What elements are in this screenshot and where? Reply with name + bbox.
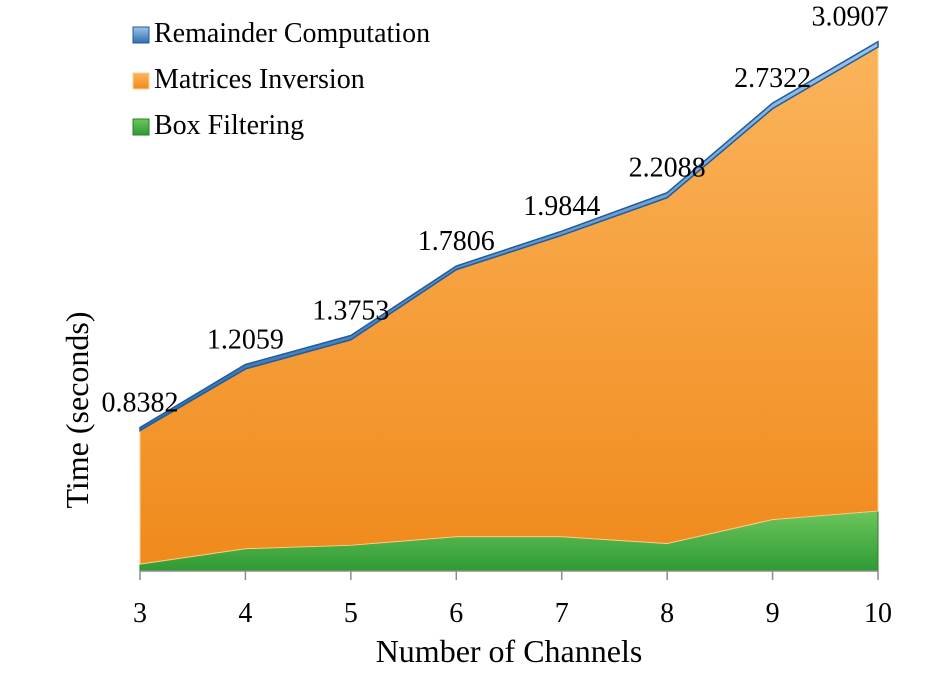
x-axis-title: Number of Channels xyxy=(376,633,643,669)
x-tick-label: 8 xyxy=(660,598,674,629)
legend-label-matrices-inversion: Matrices Inversion xyxy=(154,64,365,95)
series-areas xyxy=(139,40,879,572)
legend-swatch-matrices-inversion xyxy=(132,72,150,90)
legend-swatch-remainder-computation xyxy=(132,26,150,44)
x-tick-label: 9 xyxy=(766,598,780,629)
y-axis-title: Time (seconds) xyxy=(59,311,95,508)
area-remainder-computation xyxy=(139,40,879,432)
x-tick-label: 7 xyxy=(555,598,569,629)
data-label: 2.7322 xyxy=(734,63,811,94)
x-axis: 3 4 5 6 7 8 9 10 xyxy=(133,570,892,629)
data-label: 1.3753 xyxy=(312,295,389,326)
data-labels: 0.8382 1.2059 1.3753 1.7806 1.9844 2.2088 2.73… xyxy=(102,2,889,419)
x-tick-label: 5 xyxy=(344,598,358,629)
x-tick-label: 10 xyxy=(864,598,892,629)
data-label: 1.7806 xyxy=(418,226,495,257)
x-tick-label: 4 xyxy=(238,598,252,629)
legend-label-box-filtering: Box Filtering xyxy=(154,110,304,141)
data-label: 1.2059 xyxy=(207,324,284,355)
x-tick-label: 6 xyxy=(449,598,463,629)
legend-label-remainder-computation: Remainder Computation xyxy=(154,18,430,49)
x-tick-label: 3 xyxy=(133,598,147,629)
legend-swatch-box-filtering xyxy=(132,118,150,136)
data-label: 1.9844 xyxy=(523,191,600,222)
data-label: 0.8382 xyxy=(102,387,179,418)
data-label: 2.2088 xyxy=(629,153,706,184)
data-label: 3.0907 xyxy=(812,2,889,33)
legend: Remainder Computation Matrices Inversion B… xyxy=(132,18,430,141)
